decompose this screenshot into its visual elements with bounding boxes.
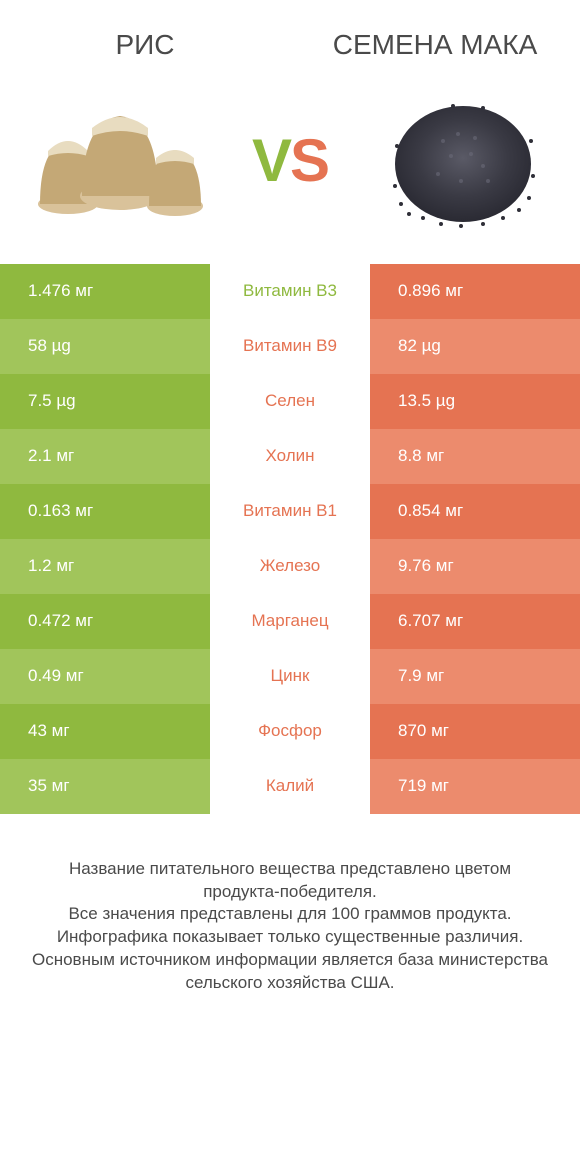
header-right: СЕМЕНА МАКА — [290, 28, 580, 62]
table-row: 0.49 мгЦинк7.9 мг — [0, 649, 580, 704]
left-value: 7.5 µg — [0, 374, 210, 429]
left-value: 35 мг — [0, 759, 210, 814]
right-value: 6.707 мг — [370, 594, 580, 649]
footer-line: Название питательного вещества представл… — [30, 858, 550, 904]
poppy-seeds-image — [375, 86, 550, 236]
table-row: 1.476 мгВитамин B30.896 мг — [0, 264, 580, 319]
left-value: 1.2 мг — [0, 539, 210, 594]
left-value: 0.163 мг — [0, 484, 210, 539]
nutrient-name: Фосфор — [210, 704, 370, 759]
nutrient-name: Витамин B9 — [210, 319, 370, 374]
footer-line: Все значения представлены для 100 граммо… — [30, 903, 550, 926]
right-value: 719 мг — [370, 759, 580, 814]
right-value: 7.9 мг — [370, 649, 580, 704]
hero-row: VS — [0, 62, 580, 264]
right-value: 0.896 мг — [370, 264, 580, 319]
left-value: 0.49 мг — [0, 649, 210, 704]
footer-notes: Название питательного вещества представл… — [0, 814, 580, 996]
header-left: РИС — [0, 28, 290, 62]
nutrient-name: Витамин B1 — [210, 484, 370, 539]
table-row: 58 µgВитамин B982 µg — [0, 319, 580, 374]
table-row: 43 мгФосфор870 мг — [0, 704, 580, 759]
nutrient-name: Витамин B3 — [210, 264, 370, 319]
right-value: 870 мг — [370, 704, 580, 759]
vs-label: VS — [252, 126, 328, 195]
table-row: 7.5 µgСелен13.5 µg — [0, 374, 580, 429]
left-value: 43 мг — [0, 704, 210, 759]
nutrient-name: Цинк — [210, 649, 370, 704]
nutrient-name: Железо — [210, 539, 370, 594]
nutrient-name: Холин — [210, 429, 370, 484]
nutrient-name: Селен — [210, 374, 370, 429]
table-row: 2.1 мгХолин8.8 мг — [0, 429, 580, 484]
right-value: 13.5 µg — [370, 374, 580, 429]
table-row: 35 мгКалий719 мг — [0, 759, 580, 814]
left-value: 2.1 мг — [0, 429, 210, 484]
left-value: 0.472 мг — [0, 594, 210, 649]
right-value: 82 µg — [370, 319, 580, 374]
nutrient-name: Марганец — [210, 594, 370, 649]
vs-v: V — [252, 127, 290, 194]
nutrient-table: 1.476 мгВитамин B30.896 мг58 µgВитамин B… — [0, 264, 580, 814]
right-value: 8.8 мг — [370, 429, 580, 484]
right-value: 9.76 мг — [370, 539, 580, 594]
vs-s: S — [290, 127, 328, 194]
comparison-header: РИС СЕМЕНА МАКА — [0, 0, 580, 62]
table-row: 0.472 мгМарганец6.707 мг — [0, 594, 580, 649]
rice-image — [30, 86, 205, 236]
table-row: 0.163 мгВитамин B10.854 мг — [0, 484, 580, 539]
footer-line: Инфографика показывает только существенн… — [30, 926, 550, 949]
nutrient-name: Калий — [210, 759, 370, 814]
table-row: 1.2 мгЖелезо9.76 мг — [0, 539, 580, 594]
footer-line: Основным источником информации является … — [30, 949, 550, 995]
left-value: 1.476 мг — [0, 264, 210, 319]
left-value: 58 µg — [0, 319, 210, 374]
right-value: 0.854 мг — [370, 484, 580, 539]
